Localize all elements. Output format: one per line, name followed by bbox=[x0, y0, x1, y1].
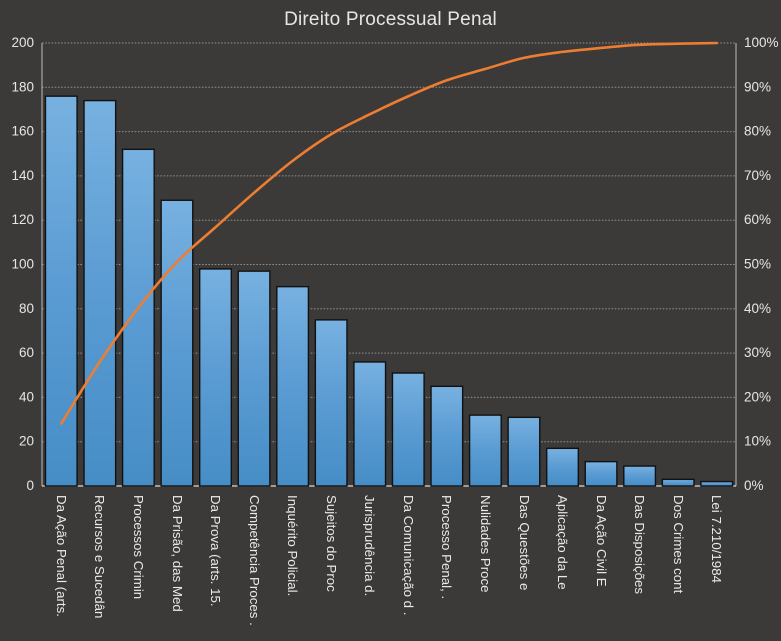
svg-text:50%: 50% bbox=[744, 257, 771, 272]
svg-text:120: 120 bbox=[11, 212, 34, 227]
svg-text:200: 200 bbox=[11, 35, 34, 50]
svg-text:20: 20 bbox=[19, 434, 34, 449]
svg-text:100: 100 bbox=[11, 257, 34, 272]
svg-text:100%: 100% bbox=[744, 35, 779, 50]
svg-text:20%: 20% bbox=[744, 389, 771, 404]
svg-text:40: 40 bbox=[19, 389, 34, 404]
svg-text:10%: 10% bbox=[744, 434, 771, 449]
svg-text:60: 60 bbox=[19, 345, 34, 360]
svg-text:80: 80 bbox=[19, 301, 34, 316]
svg-text:60%: 60% bbox=[744, 212, 771, 227]
svg-text:140: 140 bbox=[11, 168, 34, 183]
svg-text:0: 0 bbox=[26, 478, 34, 493]
svg-text:70%: 70% bbox=[744, 168, 771, 183]
svg-text:30%: 30% bbox=[744, 345, 771, 360]
svg-text:40%: 40% bbox=[744, 301, 771, 316]
svg-text:0%: 0% bbox=[744, 478, 764, 493]
svg-text:180: 180 bbox=[11, 79, 34, 94]
svg-text:90%: 90% bbox=[744, 79, 771, 94]
svg-text:160: 160 bbox=[11, 124, 34, 139]
svg-text:80%: 80% bbox=[744, 124, 771, 139]
